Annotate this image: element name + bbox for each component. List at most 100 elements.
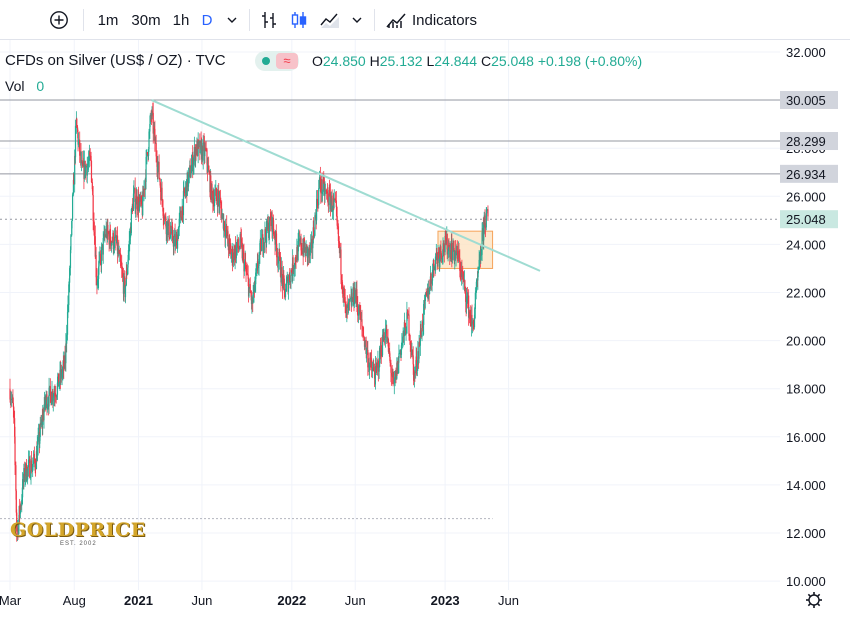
candle-body <box>270 220 272 227</box>
add-symbol-button[interactable] <box>47 8 71 32</box>
candle-body <box>56 394 58 398</box>
candle-body <box>275 231 277 244</box>
candle-body <box>125 271 127 286</box>
candle-body <box>390 372 392 376</box>
candle-body <box>452 240 454 251</box>
candle-body <box>136 209 138 211</box>
candle-body <box>324 190 327 192</box>
candle-body <box>111 241 113 246</box>
candle-body <box>213 198 215 207</box>
price-chart[interactable]: 32.00030.00028.00026.00024.00022.00020.0… <box>0 40 850 620</box>
last-price-label: 25.048 <box>786 212 826 227</box>
candle-body <box>379 347 381 368</box>
candle-body <box>177 227 180 239</box>
candle-body <box>73 179 75 185</box>
candle-body <box>287 282 290 292</box>
candle-body <box>204 147 206 157</box>
candle-body <box>236 239 238 248</box>
last-price-label-background <box>780 210 838 229</box>
candle-body <box>295 257 297 262</box>
x-tick-label: 2022 <box>277 593 306 608</box>
candle-body <box>161 187 163 201</box>
candle-body <box>279 256 282 277</box>
candle-body <box>423 299 426 304</box>
candle-body <box>351 297 353 306</box>
candle-body <box>283 278 285 289</box>
settings-icon[interactable] <box>806 592 822 608</box>
candle-body <box>475 290 477 293</box>
candle-body <box>81 160 83 164</box>
candle-body <box>265 229 267 237</box>
candle-body <box>210 175 212 201</box>
candle-body <box>195 148 197 154</box>
candle-body <box>480 255 482 261</box>
candle-body <box>320 187 322 194</box>
candle-body <box>80 160 82 164</box>
candle-body <box>261 234 263 240</box>
level-label-background <box>780 164 838 183</box>
candle-body <box>267 222 269 229</box>
candle-body <box>58 373 60 387</box>
bar-chart-button[interactable] <box>257 8 281 32</box>
low-label: L <box>426 53 435 69</box>
candle-body <box>19 506 21 514</box>
candle-body <box>180 210 182 218</box>
candle-body <box>92 189 94 195</box>
interval-1m-button[interactable]: 1m <box>97 11 119 29</box>
interval-30m-button[interactable]: 30m <box>131 11 161 29</box>
candle-body <box>328 189 330 206</box>
candle-body <box>478 254 481 260</box>
candle-body <box>481 228 484 233</box>
area-chart-button[interactable] <box>317 8 343 32</box>
candle-body <box>69 268 71 283</box>
symbol-title[interactable]: CFDs on Silver (US$ / OZ) · TVC <box>5 52 226 69</box>
candle-body <box>87 163 89 166</box>
candle-body <box>30 460 33 471</box>
indicators-button[interactable]: Indicators <box>385 8 481 32</box>
candle-body <box>473 314 476 328</box>
candle-body <box>146 151 148 158</box>
candle-body <box>162 200 164 212</box>
interval-1h-button[interactable]: 1h <box>172 11 190 29</box>
candle-body <box>322 179 324 192</box>
candle-body <box>160 187 162 201</box>
candle-body <box>227 231 229 244</box>
candle-body <box>12 402 14 408</box>
interval-d-button[interactable]: D <box>201 11 213 29</box>
candle-chart-button[interactable] <box>287 8 311 32</box>
candle-body <box>134 204 137 209</box>
candle-body <box>424 293 426 301</box>
chart-type-menu-button[interactable] <box>349 8 365 32</box>
interval-menu-button[interactable] <box>224 8 240 32</box>
level-label: 26.934 <box>786 167 826 182</box>
plus-circle-icon <box>50 11 68 29</box>
candle-body <box>169 237 171 239</box>
candle-body <box>241 242 243 259</box>
candle-body <box>260 239 263 252</box>
candle-body <box>304 246 306 251</box>
candle-body <box>419 330 421 346</box>
candle-body <box>182 190 185 216</box>
candle-body <box>85 166 88 168</box>
candle-body <box>247 274 249 279</box>
candle-body <box>298 238 300 240</box>
candle-body <box>158 161 160 179</box>
candle-body <box>444 236 447 238</box>
candle-body <box>206 149 208 165</box>
candle-body <box>421 321 424 328</box>
candle-body <box>71 194 74 219</box>
candle-body <box>314 215 316 236</box>
candle-body <box>400 345 403 355</box>
candle-body <box>104 234 106 237</box>
candle-body <box>464 280 466 289</box>
candle-body <box>313 235 316 237</box>
candle-body <box>205 147 207 150</box>
candle-body <box>487 209 489 217</box>
candle-body <box>377 360 379 372</box>
market-status-badge[interactable]: ≈ <box>255 51 299 71</box>
candle-body <box>418 342 420 359</box>
candle-body <box>343 288 345 298</box>
candle-body <box>327 193 329 204</box>
candle-body <box>347 301 350 305</box>
candle-body <box>430 276 432 280</box>
